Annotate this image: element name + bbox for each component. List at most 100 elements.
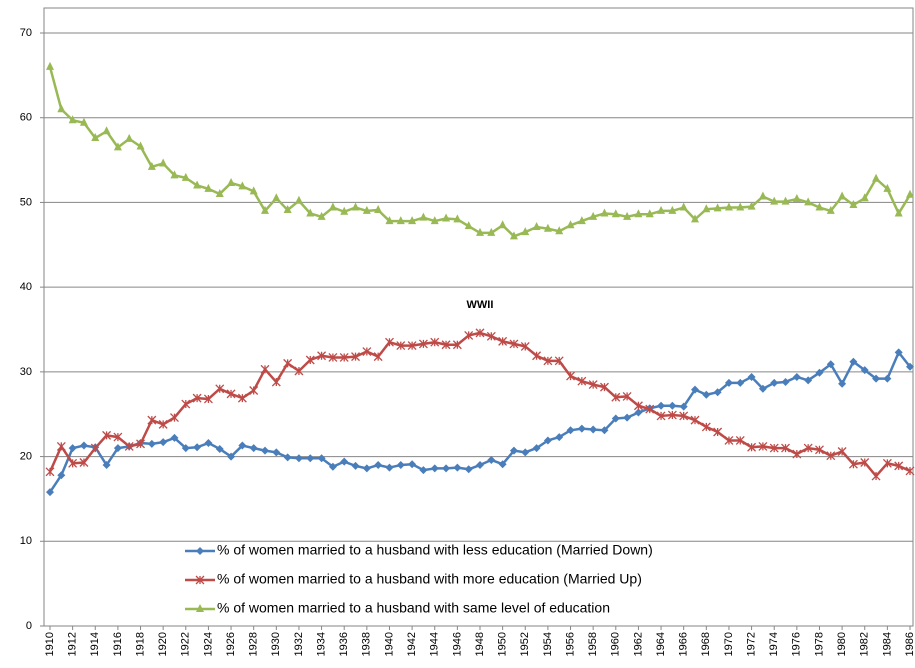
marker — [442, 213, 451, 222]
marker — [159, 438, 168, 447]
marker — [68, 458, 78, 468]
marker — [623, 211, 632, 220]
marker — [46, 61, 54, 70]
marker — [351, 352, 360, 362]
marker — [396, 341, 406, 351]
marker — [645, 404, 655, 414]
x-tick-label: 1956 — [564, 632, 576, 656]
marker — [555, 226, 564, 235]
marker — [464, 221, 473, 230]
marker — [882, 458, 892, 468]
marker — [521, 448, 530, 457]
marker — [781, 378, 790, 387]
marker — [498, 336, 508, 346]
marker — [543, 356, 553, 366]
marker — [362, 347, 372, 356]
marker — [770, 378, 779, 387]
marker — [532, 221, 541, 230]
annotation: WWII — [467, 299, 494, 311]
x-tick-label: 1918 — [134, 632, 146, 656]
marker — [815, 368, 824, 377]
marker — [125, 133, 134, 142]
x-tick-label: 1936 — [338, 632, 350, 656]
marker — [56, 441, 66, 451]
marker — [792, 449, 802, 459]
x-tick-label: 1960 — [610, 632, 622, 656]
marker — [657, 205, 666, 214]
marker — [577, 376, 587, 386]
marker — [724, 436, 734, 445]
marker — [486, 331, 496, 341]
marker — [136, 141, 145, 150]
marker — [226, 389, 236, 399]
marker — [181, 399, 191, 409]
marker — [770, 196, 779, 205]
marker — [430, 337, 440, 347]
marker — [158, 419, 168, 429]
x-tick-label: 1950 — [497, 632, 509, 656]
y-tick-label: 50 — [20, 196, 32, 208]
marker — [781, 443, 790, 453]
marker — [419, 212, 428, 221]
marker — [645, 209, 654, 218]
marker — [442, 464, 451, 473]
marker — [623, 413, 632, 422]
marker — [566, 220, 575, 229]
marker — [894, 208, 903, 217]
y-tick-label: 30 — [20, 366, 32, 378]
marker — [294, 366, 304, 376]
marker — [317, 351, 327, 361]
marker — [453, 214, 462, 223]
marker — [373, 352, 383, 362]
x-tick-label: 1986 — [904, 632, 915, 656]
marker — [532, 444, 541, 453]
marker — [906, 362, 914, 371]
marker — [283, 358, 293, 368]
marker — [408, 216, 417, 225]
marker — [633, 401, 643, 411]
marker — [509, 446, 518, 455]
marker — [521, 227, 530, 236]
marker — [418, 339, 428, 349]
marker — [657, 401, 666, 410]
marker — [453, 463, 462, 472]
marker — [554, 356, 564, 366]
marker — [804, 197, 813, 206]
marker — [317, 454, 326, 463]
marker — [702, 390, 711, 399]
x-tick-label: 1910 — [44, 632, 56, 656]
marker — [147, 439, 156, 448]
marker — [848, 459, 858, 469]
marker — [46, 488, 54, 497]
marker — [792, 194, 801, 203]
marker — [883, 374, 892, 383]
marker — [724, 378, 733, 387]
marker — [170, 170, 179, 179]
y-tick-label: 40 — [20, 281, 32, 293]
marker — [588, 380, 598, 390]
marker — [769, 443, 779, 453]
marker — [249, 186, 258, 195]
marker — [826, 360, 835, 369]
marker — [747, 372, 756, 381]
marker — [430, 464, 439, 473]
marker — [464, 330, 474, 340]
marker — [543, 436, 552, 445]
marker — [57, 471, 66, 480]
marker — [679, 402, 688, 411]
x-tick-label: 1938 — [361, 632, 373, 656]
x-tick-label: 1968 — [700, 632, 712, 656]
marker — [68, 444, 77, 453]
x-tick-label: 1962 — [632, 632, 644, 656]
marker — [622, 391, 632, 401]
marker — [634, 408, 643, 417]
marker — [509, 231, 518, 240]
marker — [656, 411, 666, 421]
marker — [79, 117, 88, 126]
marker — [79, 458, 89, 467]
marker — [543, 223, 552, 232]
marker — [283, 453, 292, 462]
marker — [68, 115, 77, 124]
marker — [826, 451, 836, 461]
